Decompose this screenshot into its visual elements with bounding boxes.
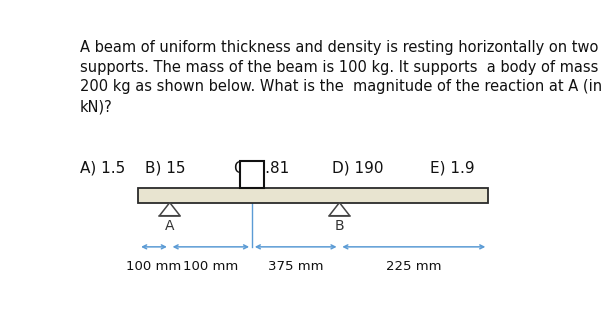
Text: C) 9.81: C) 9.81 [234,160,289,175]
Bar [138,188,488,202]
Polygon shape [160,202,180,216]
Text: 100 mm: 100 mm [126,260,182,273]
Text: 100 mm: 100 mm [183,260,238,273]
Text: A beam of uniform thickness and density is resting horizontally on two
supports.: A beam of uniform thickness and density … [80,40,602,114]
Text: E) 1.9: E) 1.9 [430,160,474,175]
Text: 375 mm: 375 mm [268,260,323,273]
Polygon shape [329,202,350,216]
Text: A: A [165,219,175,233]
Text: A) 1.5: A) 1.5 [80,160,125,175]
Text: D) 190: D) 190 [332,160,383,175]
Text: 225 mm: 225 mm [386,260,441,273]
Text: B: B [335,219,344,233]
Bar [240,161,264,188]
Text: B) 15: B) 15 [145,160,186,175]
